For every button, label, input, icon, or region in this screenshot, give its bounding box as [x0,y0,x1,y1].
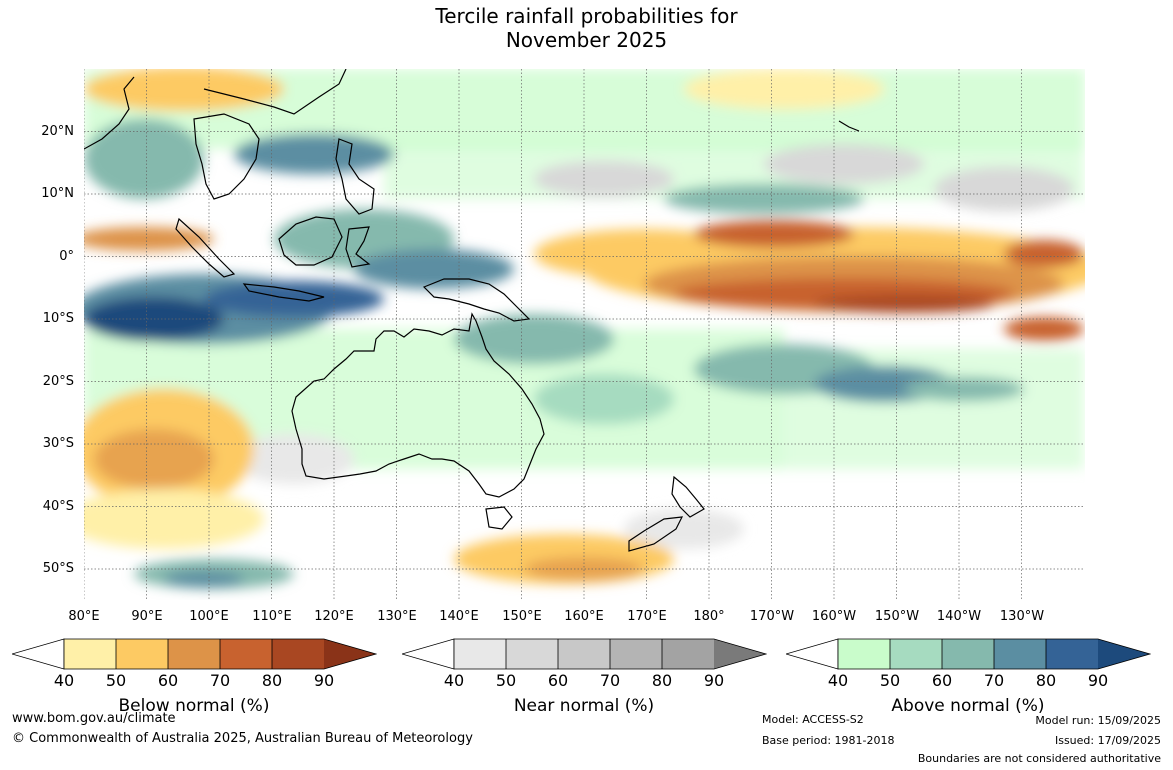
colorbar-tick: 40 [827,671,849,690]
colorbar-swatch [116,639,168,669]
title-line-1: Tercile rainfall probabilities for [435,4,738,28]
colorbar-tick: 70 [983,671,1005,690]
colorbar-tick: 90 [1087,671,1109,690]
model-text: Model: ACCESS-S2 [762,713,864,726]
india-coast [84,76,135,150]
website-link[interactable]: www.bom.gov.au/climate [12,711,176,726]
colorbar-tick: 40 [443,671,465,690]
map-title: Tercile rainfall probabilities for Novem… [0,4,1173,52]
lon-label: 130°E [377,609,417,624]
sulawesi-coast [345,226,371,268]
colorbar-tick: 70 [209,671,231,690]
lon-label: 150°E [502,609,542,624]
tasmania-coast [485,506,513,530]
new-zealand-north [671,475,705,518]
colorbar-swatch [890,639,942,669]
colorbar-title-near: Near normal (%) [513,696,655,716]
lon-label: 180° [693,609,725,624]
colorbar-tick: 80 [261,671,283,690]
colorbar-tick: 60 [931,671,953,690]
colorbar-below-normal [12,638,377,670]
australia-coast [291,312,545,498]
colorbar-tick: 80 [1035,671,1057,690]
lat-label-20n: 20°N [41,124,74,139]
lon-label: 140°W [936,609,982,624]
colorbar-tick: 70 [599,671,621,690]
lon-label: 170°W [749,609,795,624]
lon-label: 160°E [564,609,604,624]
colorbar-tick: 40 [53,671,75,690]
lat-label-10n: 10°N [41,186,74,201]
colorbar-swatch [610,639,662,669]
lon-label: 90°E [131,609,163,624]
colorbar-title-below: Below normal (%) [118,696,270,716]
java-coast [242,283,325,302]
lon-label: 160°W [811,609,857,624]
colorbar-tick: 90 [313,671,335,690]
lon-label: 100°E [189,609,229,624]
colorbar-tick: 50 [879,671,901,690]
lon-label: 110°E [252,609,292,624]
colorbar-above-normal [786,638,1151,670]
sumatra-coast [175,217,236,278]
colorbar-tick: 90 [703,671,725,690]
colorbar-swatch [220,639,272,669]
base-period-text: Base period: 1981-2018 [762,734,895,747]
borneo-coast [278,216,343,266]
colorbar-near-normal [402,638,767,670]
issued-text: Issued: 17/09/2025 [1054,734,1161,747]
lat-label-0: 0° [59,249,74,264]
colorbar-tick: 50 [495,671,517,690]
colorbar-swatch [942,639,994,669]
graticule [84,69,1085,600]
philippines-coast [335,138,375,215]
lon-label: 140°E [439,609,479,624]
colorbar-extend [324,639,376,669]
colorbar-title-above: Above normal (%) [891,696,1045,716]
colorbar-extend [1098,639,1150,669]
lat-label-30s: 30°S [42,436,74,451]
lat-label-10s: 10°S [42,311,74,326]
hawaii-coast [838,120,860,132]
colorbar-swatch [64,639,116,669]
disclaimer-text: Boundaries are not considered authoritat… [917,752,1161,765]
colorbar-tick: 60 [547,671,569,690]
coastlines [84,69,860,552]
lon-label: 150°W [874,609,920,624]
copyright-text: © Commonwealth of Australia 2025, Austra… [12,731,473,746]
lon-label: 170°E [627,609,667,624]
colorbar-swatch [662,639,714,669]
colorbar-swatch [168,639,220,669]
lon-label: 130°W [999,609,1045,624]
colorbar-swatch [838,639,890,669]
lat-label-50s: 50°S [42,561,74,576]
colorbar-swatch [994,639,1046,669]
new-zealand-south [628,516,684,552]
rainfall-probability-map [84,69,1085,600]
colorbar-tick: 80 [651,671,673,690]
colorbar-swatch [454,639,506,669]
colorbar-tick: 60 [157,671,179,690]
lat-label-40s: 40°S [42,499,74,514]
colorbar-tick: 50 [105,671,127,690]
colorbar-swatch [272,639,324,669]
new-guinea-coast [422,278,531,322]
model-run-text: Model run: 15/09/2025 [1035,714,1161,727]
colorbar-swatch [1046,639,1098,669]
title-line-2: November 2025 [505,28,668,52]
colorbar-swatch [506,639,558,669]
lon-label: 120°E [314,609,354,624]
indochina-coast [193,113,260,200]
lat-label-20s: 20°S [42,374,74,389]
lon-label: 80°E [68,609,100,624]
colorbar-extend [714,639,766,669]
china-coast [203,69,347,115]
colorbar-swatch [558,639,610,669]
